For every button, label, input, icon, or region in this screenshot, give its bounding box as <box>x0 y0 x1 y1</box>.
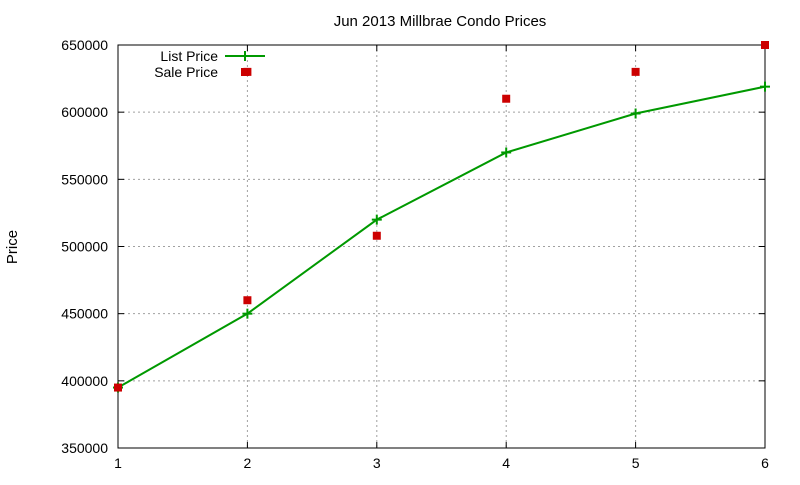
y-tick-label: 450000 <box>61 306 108 322</box>
legend-marker <box>240 51 250 61</box>
y-tick-label: 500000 <box>61 239 108 255</box>
legend-label: List Price <box>160 48 218 64</box>
x-tick-label: 5 <box>632 455 640 471</box>
y-tick-label: 550000 <box>61 171 108 187</box>
x-tick-label: 2 <box>244 455 252 471</box>
data-point <box>114 383 122 392</box>
series-layer <box>113 41 770 393</box>
data-point <box>761 41 769 49</box>
y-tick-label: 650000 <box>61 37 108 53</box>
plot-frame <box>117 44 766 449</box>
grid <box>118 45 765 448</box>
data-point <box>372 231 381 240</box>
chart-title: Jun 2013 Millbrae Condo Prices <box>334 13 547 30</box>
series-list-price <box>113 81 770 393</box>
series-sale-price <box>114 41 769 392</box>
data-point <box>502 94 511 103</box>
x-tick-label: 6 <box>761 455 769 471</box>
data-point <box>242 308 253 319</box>
x-tick-label: 4 <box>502 455 510 471</box>
data-point <box>371 214 382 225</box>
data-point <box>501 147 512 158</box>
data-point <box>760 81 770 92</box>
y-tick-label: 350000 <box>61 440 108 456</box>
series-line <box>117 85 766 389</box>
y-tick-label: 600000 <box>61 104 108 120</box>
legend-label: Sale Price <box>154 64 218 80</box>
x-tick-label: 3 <box>373 455 381 471</box>
data-point <box>243 296 252 305</box>
legend-marker <box>241 68 249 76</box>
x-tick-label: 1 <box>114 455 122 471</box>
y-tick-label: 400000 <box>61 373 108 389</box>
y-axis-label: Price <box>4 230 21 264</box>
axes: 1 2 3 4 5 6 350000 400000 450000 500000 550000 6000… <box>61 37 769 471</box>
data-point <box>630 108 641 119</box>
data-point <box>631 67 640 76</box>
